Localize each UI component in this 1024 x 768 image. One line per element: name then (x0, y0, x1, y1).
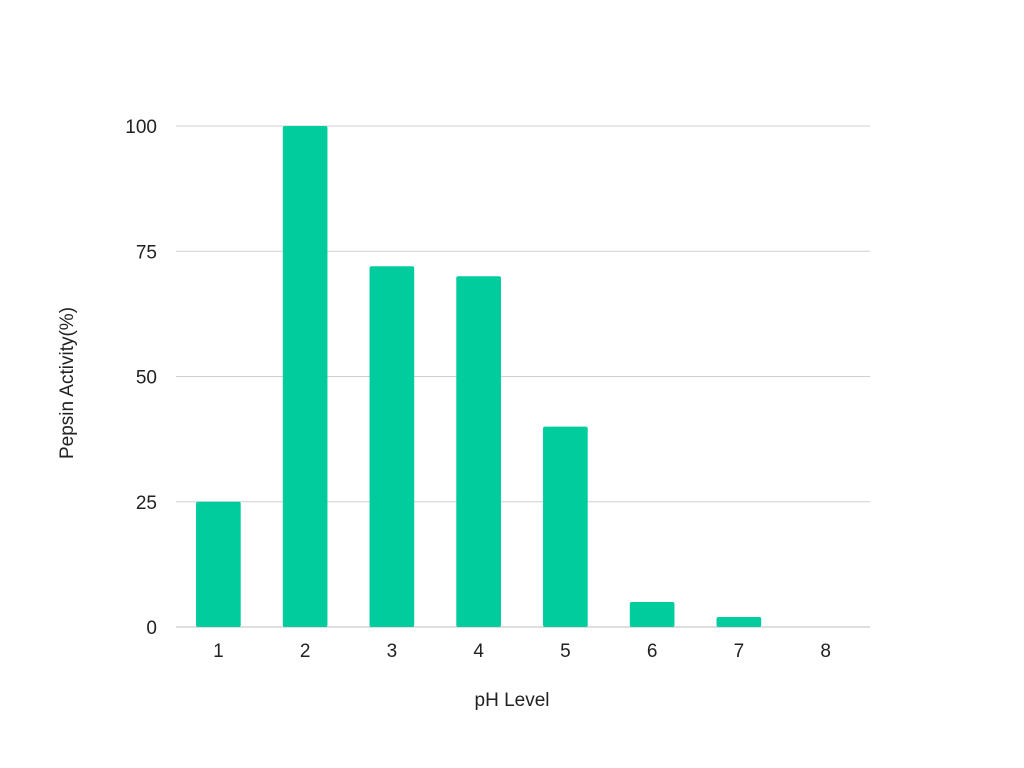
bar-ph-4 (456, 276, 501, 627)
x-tick-label: 8 (820, 641, 831, 662)
x-tick-label: 2 (300, 641, 311, 662)
y-tick-label: 0 (146, 618, 157, 639)
bar-ph-6 (629, 601, 675, 627)
y-tick-label: 50 (136, 368, 157, 389)
x-axis-title: pH Level (475, 690, 550, 711)
bar-ph-5 (543, 426, 588, 627)
bar-ph-1 (196, 501, 241, 627)
x-tick-label: 6 (647, 641, 658, 662)
x-tick-label: 5 (560, 641, 571, 662)
x-tick-label: 4 (473, 641, 484, 662)
bar-ph-3 (369, 266, 415, 627)
y-axis-ticks: 0 25 50 75 100 (125, 117, 157, 639)
y-tick-label: 75 (136, 242, 157, 263)
y-tick-label: 100 (125, 117, 157, 138)
x-tick-label: 7 (734, 641, 745, 662)
gridlines (176, 125, 870, 628)
bars (196, 126, 762, 627)
bar-ph-2 (282, 126, 328, 627)
x-tick-label: 3 (387, 641, 398, 662)
y-axis-title: Pepsin Activity(%) (57, 307, 78, 459)
bar-ph-7 (716, 616, 762, 627)
x-axis-ticks: 1 2 3 4 5 6 7 8 (213, 641, 831, 662)
x-tick-label: 1 (213, 641, 224, 662)
y-tick-label: 25 (136, 493, 157, 514)
